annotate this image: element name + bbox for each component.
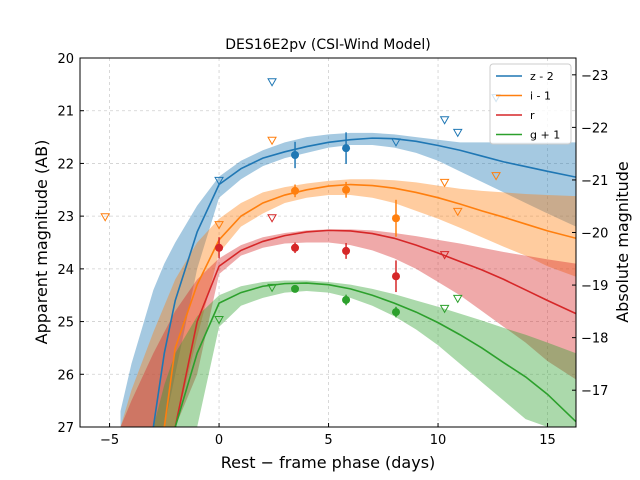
- model-line: [174, 229, 576, 427]
- detection: [291, 186, 300, 195]
- detection: [291, 243, 300, 252]
- legend-label: i - 1: [530, 90, 551, 103]
- upper-limit: [391, 138, 401, 147]
- model-band: [120, 229, 576, 427]
- legend-label: g + 1: [530, 129, 560, 142]
- y-tick-label: 20: [57, 52, 74, 67]
- upper-limit: [267, 136, 277, 146]
- x-tick-label: −5: [100, 433, 119, 448]
- axes-frame: [79, 57, 577, 428]
- detection: [291, 284, 300, 293]
- upper-limit: [439, 116, 450, 125]
- legend-label: z - 2: [530, 70, 554, 83]
- upper-limit: [214, 315, 224, 325]
- y-tick-label: 24: [57, 263, 74, 278]
- y2-tick-label: −17: [581, 384, 608, 399]
- model-band: [153, 280, 576, 427]
- y-tick-label: 27: [57, 421, 74, 436]
- y-tick-label: 21: [57, 105, 74, 120]
- model-band: [120, 132, 576, 427]
- x-tick-label: 5: [324, 433, 332, 448]
- y-tick-label: 23: [57, 210, 74, 225]
- detection: [215, 243, 224, 252]
- axes: −5 0 5 10 15 20 21 22 23 24 25 26 27 −23 −22 −21 −20 −19 −…: [57, 52, 608, 448]
- y2-tick-label: −23: [581, 69, 608, 84]
- upper-limit: [452, 128, 463, 138]
- x-tick-label: 0: [215, 433, 223, 448]
- upper-limit: [439, 304, 450, 314]
- y-tick-label: 25: [57, 316, 74, 331]
- y2-tick-label: −18: [581, 332, 608, 347]
- legend: z - 2 i - 1 r g + 1: [489, 63, 572, 145]
- detection: [342, 185, 351, 194]
- y2-tick-label: −22: [581, 121, 608, 136]
- upper-limit: [100, 213, 111, 222]
- upper-limit: [267, 214, 277, 223]
- y-axis-label: Apparent magnitude (AB): [32, 140, 51, 345]
- detection: [342, 144, 351, 153]
- y-tick-label: 22: [57, 157, 74, 172]
- upper-limit: [267, 78, 277, 87]
- y2-tick-label: −20: [581, 227, 608, 242]
- x-tick-label: 10: [430, 433, 447, 448]
- upper-limit: [214, 221, 224, 230]
- y-tick-label: 26: [57, 368, 74, 383]
- legend-box: [489, 63, 572, 145]
- x-tick-label: 15: [539, 433, 556, 448]
- y2-axis-label: Absolute magnitude: [613, 161, 632, 323]
- detection: [391, 308, 400, 317]
- model-line: [174, 282, 576, 427]
- upper-limit: [439, 178, 450, 188]
- detection: [291, 150, 300, 159]
- chart-title: DES16E2pv (CSI-Wind Model): [225, 37, 431, 53]
- y2-tick-label: −21: [581, 174, 608, 189]
- detection: [342, 246, 351, 255]
- upper-limit: [214, 176, 224, 186]
- upper-limit: [452, 207, 463, 217]
- model-band: [120, 179, 576, 427]
- plot-area: [100, 78, 576, 427]
- y2-tick-label: −19: [581, 279, 608, 294]
- x-axis-label: Rest − frame phase (days): [221, 453, 436, 472]
- legend-label: r: [530, 109, 535, 122]
- model-line: [163, 183, 576, 427]
- upper-limit: [439, 251, 450, 260]
- detection: [391, 214, 400, 223]
- detection: [391, 272, 400, 281]
- model-line: [152, 137, 576, 427]
- upper-limit: [491, 172, 501, 181]
- upper-limit: [452, 294, 463, 304]
- detection: [342, 295, 351, 304]
- upper-limit: [267, 283, 277, 293]
